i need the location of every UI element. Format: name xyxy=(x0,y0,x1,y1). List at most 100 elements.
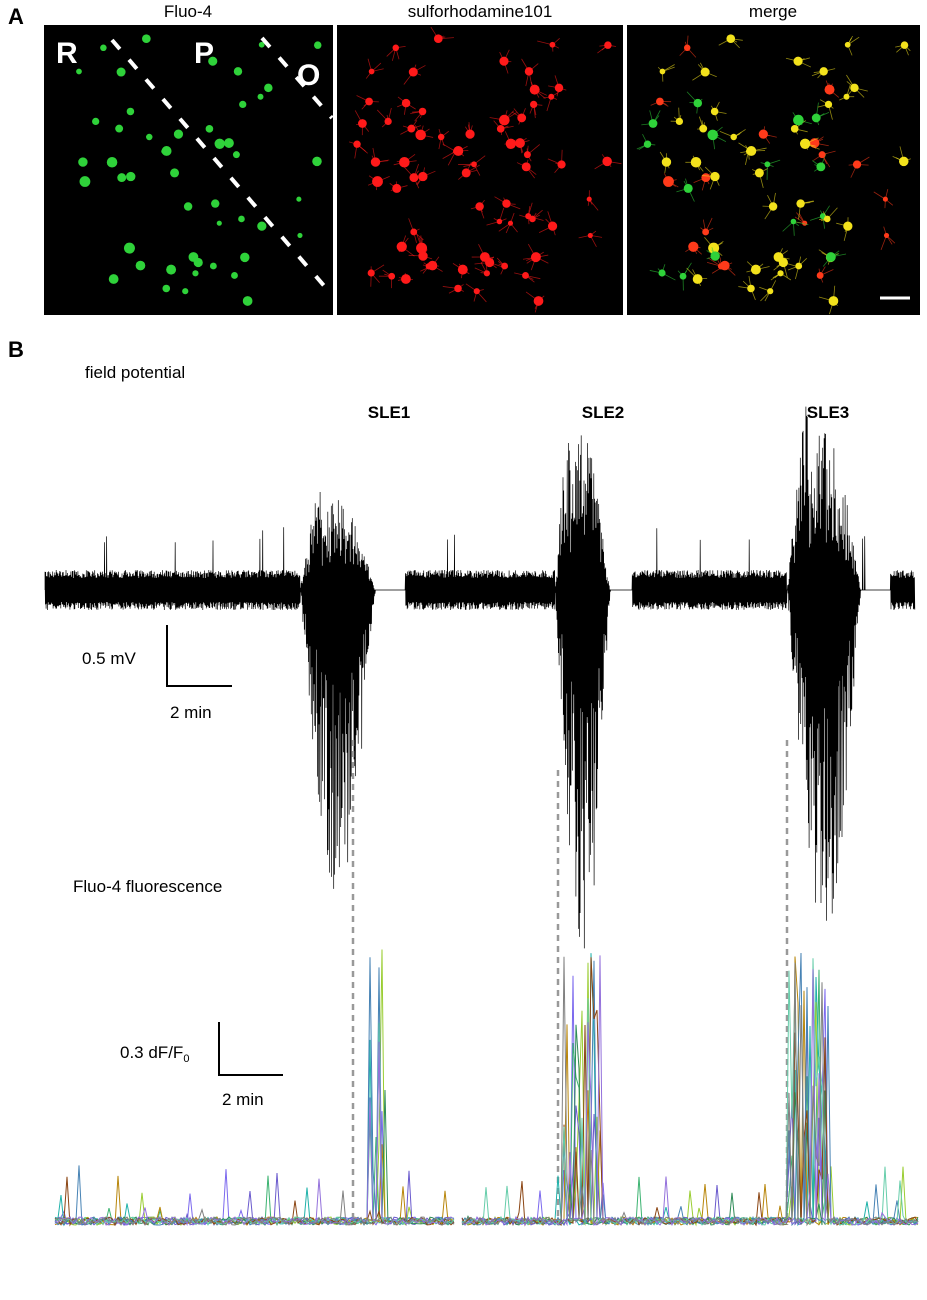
fluorescence-trace xyxy=(461,955,919,1227)
cell xyxy=(524,67,534,76)
scale-text: 0.3 dF/F xyxy=(120,1043,183,1062)
cell xyxy=(533,296,544,306)
fluorescence-trace xyxy=(461,952,919,1227)
cell xyxy=(427,260,438,271)
cell xyxy=(852,160,862,169)
cell xyxy=(818,151,826,159)
cell xyxy=(211,199,220,208)
onset-markers xyxy=(351,740,789,1225)
cell xyxy=(515,138,525,148)
cell xyxy=(499,114,510,126)
cell xyxy=(410,228,418,236)
cell xyxy=(661,157,672,167)
cell xyxy=(819,67,828,76)
cell xyxy=(418,171,428,182)
fluorescence-trace xyxy=(461,958,919,1226)
scale-label: 0.3 dF/F0 xyxy=(120,1043,189,1065)
cell xyxy=(554,83,564,93)
scale-subscript: 0 xyxy=(183,1053,189,1065)
region-label: P xyxy=(194,37,214,70)
panel-label: B xyxy=(8,337,24,362)
fluorescence-trace xyxy=(54,1144,455,1227)
cell xyxy=(418,251,428,261)
cell xyxy=(719,260,730,271)
scale-bar xyxy=(166,625,232,687)
cell xyxy=(297,232,303,238)
cell xyxy=(882,196,888,202)
cell xyxy=(843,93,850,100)
cell xyxy=(768,202,778,211)
fluorescence-trace xyxy=(54,1041,455,1226)
cell xyxy=(408,67,418,77)
trace-title: field potential xyxy=(85,363,185,382)
cell xyxy=(531,252,541,262)
cell xyxy=(710,107,719,116)
cell xyxy=(828,296,839,306)
field-potential xyxy=(44,406,916,949)
cell xyxy=(710,251,720,261)
fluorescence-traces xyxy=(54,949,919,1227)
cell xyxy=(692,274,703,284)
cell xyxy=(365,97,373,106)
cell xyxy=(707,129,718,141)
cell xyxy=(437,133,445,141)
cell xyxy=(116,67,126,77)
fluorescence-trace xyxy=(54,1117,455,1226)
cell xyxy=(843,221,853,231)
cell xyxy=(530,100,538,109)
cell xyxy=(586,196,592,202)
cell xyxy=(790,125,799,133)
micrographs xyxy=(44,25,920,315)
cell xyxy=(258,41,265,48)
cell xyxy=(690,156,702,168)
cell xyxy=(502,199,511,208)
cell xyxy=(238,215,245,223)
region-boundary xyxy=(260,36,334,120)
cell xyxy=(773,252,784,262)
cell xyxy=(702,228,710,236)
cell xyxy=(224,138,234,148)
cell xyxy=(683,183,693,193)
cell xyxy=(522,272,529,279)
cell xyxy=(182,288,189,295)
cell xyxy=(170,168,180,178)
cell xyxy=(232,151,240,159)
fluorescence-trace xyxy=(54,1111,455,1227)
cell xyxy=(368,68,375,75)
cell xyxy=(106,156,118,168)
cell xyxy=(313,41,322,49)
cell-process xyxy=(880,235,887,251)
cell xyxy=(240,252,250,263)
cell xyxy=(496,218,503,225)
fluorescence-trace xyxy=(461,956,919,1227)
cell xyxy=(747,284,755,293)
cell xyxy=(656,97,664,106)
cell xyxy=(401,98,411,108)
scale-label: 2 min xyxy=(222,1090,264,1109)
cell xyxy=(208,56,218,66)
cell xyxy=(162,284,171,293)
cell xyxy=(507,220,514,226)
cell xyxy=(700,67,710,77)
scale-bar xyxy=(218,1022,283,1076)
cell xyxy=(479,252,490,262)
cell xyxy=(793,56,803,66)
fluorescence-trace xyxy=(54,1039,455,1227)
cell xyxy=(392,44,400,52)
micrograph xyxy=(337,25,623,315)
cell xyxy=(415,129,426,141)
cell xyxy=(216,220,222,226)
fluorescence-trace xyxy=(461,975,919,1227)
cell xyxy=(496,125,505,133)
cell xyxy=(793,114,804,126)
cell xyxy=(505,138,517,149)
region-label: R xyxy=(56,37,78,70)
fluorescence-trace xyxy=(54,1190,455,1226)
cell xyxy=(296,196,302,202)
cell xyxy=(708,242,720,254)
image-title: Fluo-4 xyxy=(164,2,212,21)
cell xyxy=(659,68,666,75)
fluorescence-trace xyxy=(54,1028,455,1226)
cell xyxy=(264,83,273,93)
